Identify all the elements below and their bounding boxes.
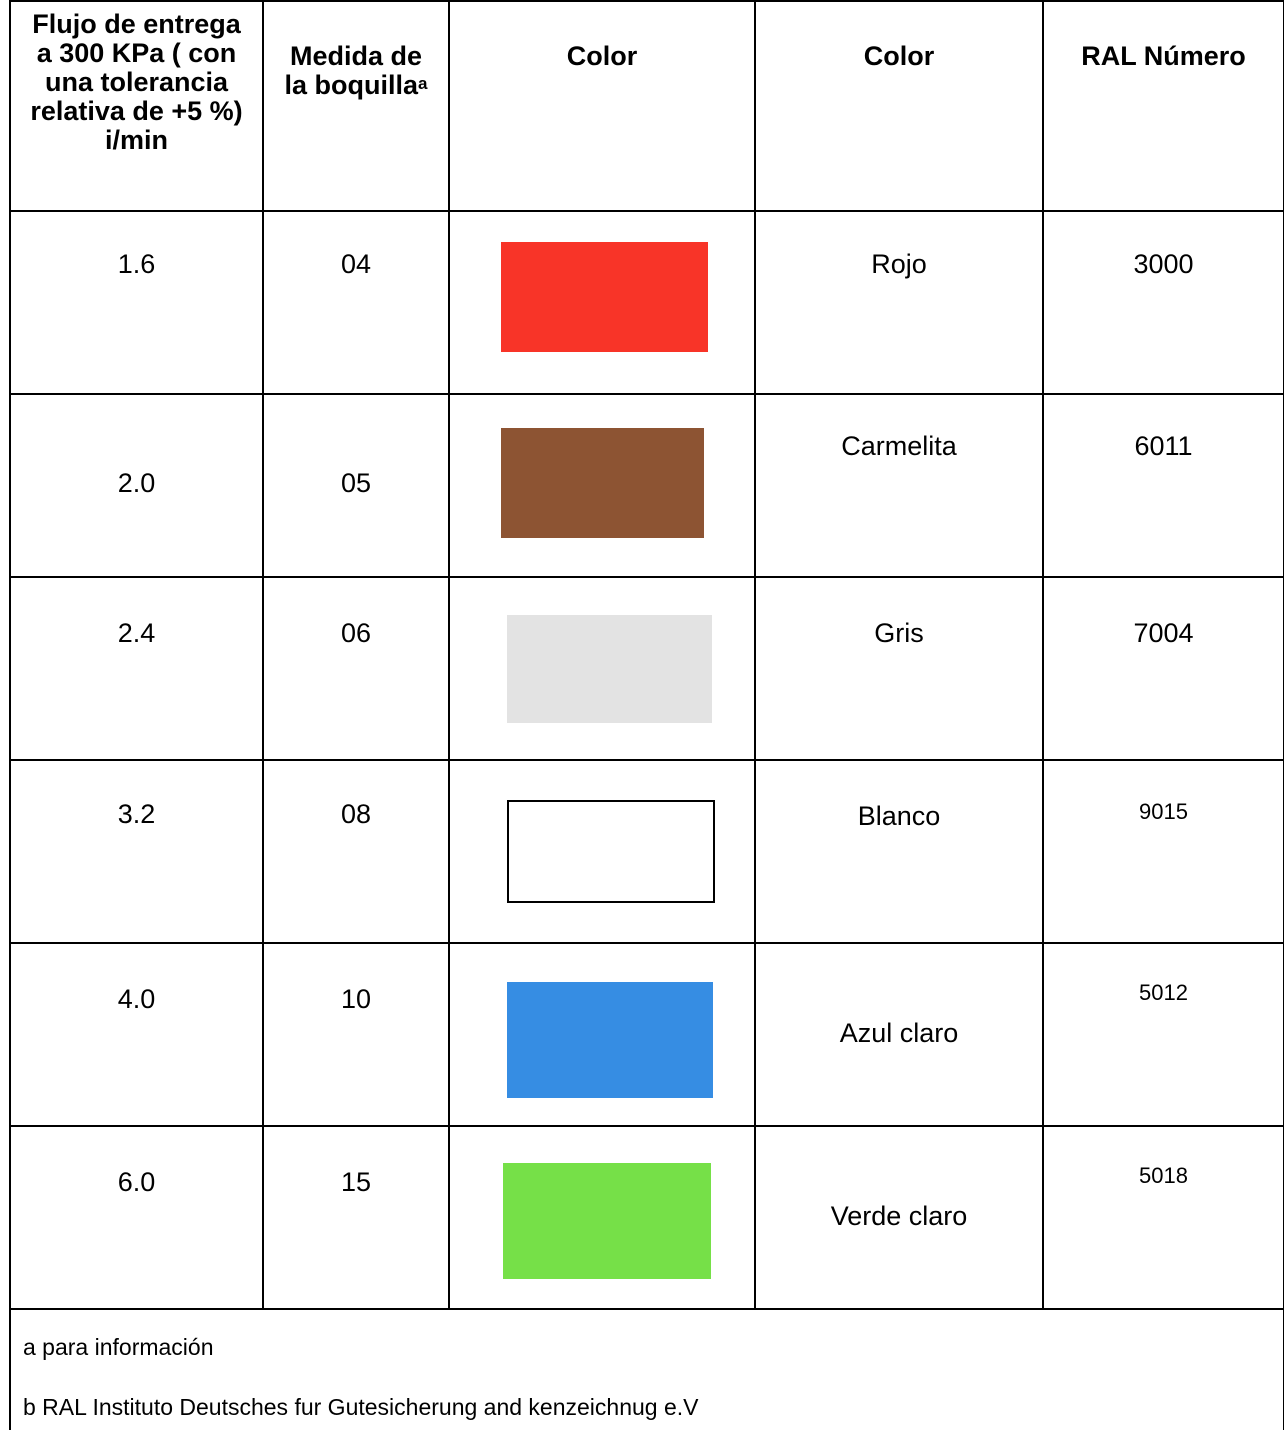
- footnote-b: b RAL Instituto Deutsches fur Gutesicher…: [23, 1394, 699, 1420]
- flow-value: 2.4: [117, 618, 156, 648]
- color-swatch-gray: [507, 615, 712, 723]
- nozzle-value: 08: [340, 799, 372, 829]
- flow-value: 6.0: [117, 1167, 156, 1197]
- footnote-row: a para información b RAL Instituto Deuts…: [9, 1308, 1284, 1430]
- nozzle-cell: 10: [262, 942, 450, 1127]
- color-name: Blanco: [857, 801, 941, 831]
- header-nozzle-line-2: la boquilla: [284, 70, 419, 100]
- ral-cell: 9015: [1042, 759, 1284, 944]
- nozzle-value: 06: [340, 618, 372, 648]
- swatch-cell: [448, 393, 756, 578]
- table-row: 6.0 15 Verde claro 5018: [9, 1125, 1284, 1310]
- swatch-cell: [448, 759, 756, 944]
- swatch-cell: [448, 1125, 756, 1310]
- flow-value: 2.0: [117, 468, 156, 498]
- table-row: 3.2 08 Blanco 9015: [9, 759, 1284, 944]
- header-color-name: Color: [754, 0, 1044, 212]
- flow-value: 1.6: [117, 249, 156, 279]
- color-name: Verde claro: [830, 1201, 968, 1231]
- nozzle-cell: 15: [262, 1125, 450, 1310]
- ral-cell: 5012: [1042, 942, 1284, 1127]
- ral-value: 5012: [1139, 980, 1188, 1005]
- ral-value: 7004: [1133, 618, 1194, 648]
- nozzle-value: 04: [340, 249, 372, 279]
- color-code-table: Flujo de entrega a 300 KPa ( con una tol…: [9, 0, 1284, 1430]
- color-swatch-brown: [501, 428, 704, 538]
- nozzle-cell: 04: [262, 210, 450, 395]
- table-row: 4.0 10 Azul claro 5012: [9, 942, 1284, 1127]
- ral-value: 9015: [1139, 799, 1188, 824]
- color-name: Rojo: [871, 249, 927, 279]
- ral-cell: 5018: [1042, 1125, 1284, 1310]
- nozzle-value: 10: [340, 984, 372, 1014]
- header-flow-line-5: i/min: [104, 125, 168, 155]
- footnotes: a para información b RAL Instituto Deuts…: [9, 1308, 1284, 1430]
- color-name-cell: Verde claro: [754, 1125, 1044, 1310]
- flow-value: 3.2: [117, 799, 156, 829]
- color-name: Gris: [874, 618, 924, 648]
- header-flow-line-2: a 300 KPa ( con: [36, 38, 237, 68]
- color-swatch-white: [507, 800, 715, 903]
- ral-cell: 6011: [1042, 393, 1284, 578]
- color-name-cell: Azul claro: [754, 942, 1044, 1127]
- color-swatch-blue: [507, 982, 713, 1098]
- ral-cell: 7004: [1042, 576, 1284, 761]
- swatch-cell: [448, 942, 756, 1127]
- color-name: Carmelita: [841, 431, 957, 461]
- header-flow-line-1: Flujo de entrega: [32, 9, 241, 39]
- color-swatch-red: [501, 242, 708, 352]
- header-flow-line-4: relativa de +5 %): [30, 96, 243, 126]
- header-flow-line-3: una tolerancia: [44, 67, 229, 97]
- flow-cell: 2.0: [9, 393, 264, 578]
- ral-cell: 3000: [1042, 210, 1284, 395]
- color-name-cell: Rojo: [754, 210, 1044, 395]
- ral-value: 6011: [1134, 431, 1193, 461]
- swatch-cell: [448, 210, 756, 395]
- nozzle-value: 05: [340, 468, 372, 498]
- nozzle-value: 15: [340, 1167, 372, 1197]
- flow-cell: 2.4: [9, 576, 264, 761]
- footnote-a: a para información: [23, 1334, 214, 1360]
- header-flow: Flujo de entrega a 300 KPa ( con una tol…: [9, 0, 264, 212]
- color-name: Azul claro: [839, 1018, 959, 1048]
- flow-cell: 4.0: [9, 942, 264, 1127]
- flow-cell: 6.0: [9, 1125, 264, 1310]
- footnote-marker-a: a: [418, 74, 428, 93]
- color-name-cell: Gris: [754, 576, 1044, 761]
- nozzle-cell: 08: [262, 759, 450, 944]
- swatch-cell: [448, 576, 756, 761]
- header-nozzle-line-1: Medida de: [289, 41, 423, 71]
- table-row: 1.6 04 Rojo 3000: [9, 210, 1284, 395]
- color-name-cell: Blanco: [754, 759, 1044, 944]
- header-nozzle: Medida de la boquillaa: [262, 0, 450, 212]
- ral-value: 3000: [1133, 249, 1194, 279]
- header-row: Flujo de entrega a 300 KPa ( con una tol…: [9, 0, 1284, 212]
- color-swatch-green: [503, 1163, 711, 1279]
- ral-value: 5018: [1139, 1163, 1188, 1188]
- nozzle-cell: 06: [262, 576, 450, 761]
- table-row: 2.0 05 Carmelita 6011: [9, 393, 1284, 578]
- nozzle-cell: 05: [262, 393, 450, 578]
- header-ral: RAL Número: [1042, 0, 1284, 212]
- flow-value: 4.0: [117, 984, 156, 1014]
- color-name-cell: Carmelita: [754, 393, 1044, 578]
- flow-cell: 1.6: [9, 210, 264, 395]
- table-row: 2.4 06 Gris 7004: [9, 576, 1284, 761]
- flow-cell: 3.2: [9, 759, 264, 944]
- header-color-swatch: Color: [448, 0, 756, 212]
